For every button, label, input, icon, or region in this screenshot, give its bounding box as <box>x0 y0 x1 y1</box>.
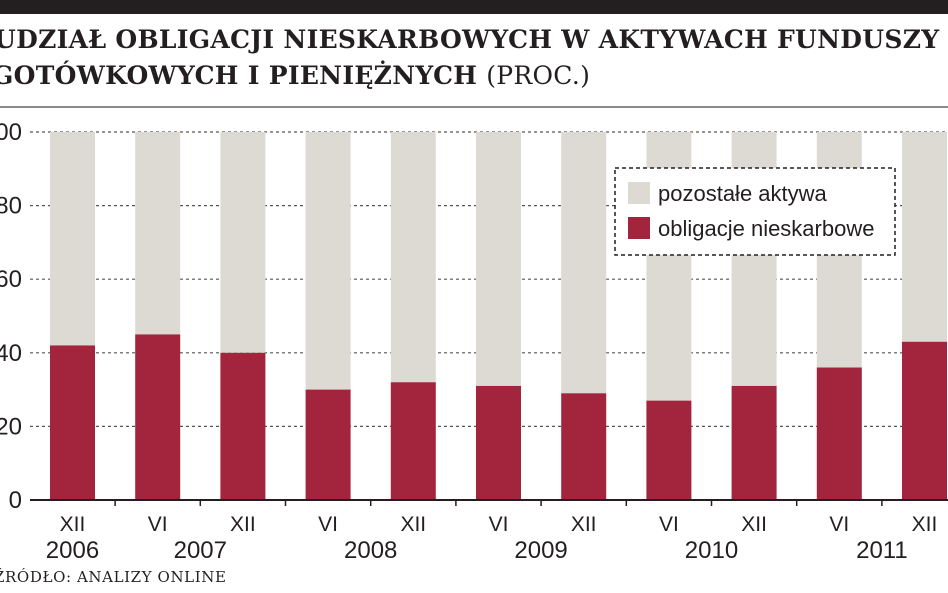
title-rule <box>0 106 948 108</box>
bar-obligacje-2 <box>220 352 266 500</box>
bar-obligacje-6 <box>561 393 607 500</box>
y-tick-label-40: 40 <box>0 340 22 367</box>
bar-obligacje-7 <box>646 400 692 500</box>
bar-obligacje-1 <box>135 334 181 500</box>
x-month-label-1: VI <box>148 513 168 536</box>
bar-obligacje-0 <box>50 345 95 500</box>
x-month-label-3: VI <box>318 513 338 536</box>
bar-obligacje-5 <box>476 385 521 500</box>
x-month-label-5: VI <box>489 513 509 536</box>
x-year-label-2011: 2011 <box>856 537 908 564</box>
bar-pozostale-1 <box>135 132 181 335</box>
bars <box>50 132 947 500</box>
x-month-label-10: XII <box>912 513 938 536</box>
chart-title-line-2-text: GOTÓWKOWYCH I PIENIĘŻNYCH <box>0 61 478 90</box>
legend-label-0: pozostałe aktywa <box>658 181 828 206</box>
bar-obligacje-3 <box>305 389 351 500</box>
bar-pozostale-5 <box>476 132 521 386</box>
x-month-label-2: XII <box>230 513 256 536</box>
x-month-label-8: XII <box>741 513 767 536</box>
y-axis-labels: 0 20 40 60 80 100 <box>0 119 22 514</box>
source-note: ŹRÓDŁO: ANALIZY ONLINE <box>0 568 227 586</box>
y-tick-label-60: 60 <box>0 266 22 293</box>
bar-pozostale-3 <box>305 132 351 390</box>
x-month-label-6: XII <box>571 513 597 536</box>
x-year-label-2007: 2007 <box>174 537 227 564</box>
legend: pozostałe aktywa obligacje nieskarbowe <box>614 167 896 256</box>
chart-unit: (PROC.) <box>486 61 591 90</box>
legend-box <box>614 167 896 256</box>
bar-obligacje-9 <box>816 367 862 500</box>
legend-swatch-0 <box>628 182 650 204</box>
x-year-label-2009: 2009 <box>514 537 567 564</box>
x-month-label-0: XII <box>60 513 86 536</box>
x-axis <box>30 499 948 506</box>
x-month-label-9: VI <box>829 513 849 536</box>
chart-title-line-1: UDZIAŁ OBLIGACJI NIESKARBOWYCH W AKTYWAC… <box>0 25 940 54</box>
stacked-bar-chart: 0 20 40 60 80 100 XII VI XII VI XII VI XII VI XII VI XI… <box>0 119 948 564</box>
legend-swatch-1 <box>628 217 650 239</box>
bar-obligacje-8 <box>731 385 777 500</box>
x-year-label-2008: 2008 <box>344 537 397 564</box>
bar-pozostale-2 <box>220 132 266 353</box>
bar-pozostale-6 <box>561 132 607 394</box>
x-month-label-7: VI <box>659 513 679 536</box>
x-month-label-4: XII <box>400 513 426 536</box>
chart-title: UDZIAŁ OBLIGACJI NIESKARBOWYCH W AKTYWAC… <box>0 22 948 94</box>
y-tick-label-100: 100 <box>0 119 22 146</box>
y-tick-label-0: 0 <box>9 487 22 514</box>
bar-pozostale-10 <box>902 132 947 342</box>
x-year-label-2006: 2006 <box>46 537 99 564</box>
y-tick-label-20: 20 <box>0 413 22 440</box>
bar-pozostale-4 <box>390 132 436 383</box>
chart-title-line-2: GOTÓWKOWYCH I PIENIĘŻNYCH (PROC.) <box>0 58 948 94</box>
bar-pozostale-0 <box>50 132 95 346</box>
legend-label-1: obligacje nieskarbowe <box>658 216 874 241</box>
y-tick-label-80: 80 <box>0 193 22 220</box>
bar-obligacje-10 <box>902 341 947 500</box>
bar-obligacje-4 <box>390 382 436 500</box>
top-bar <box>0 0 948 14</box>
x-year-label-2010: 2010 <box>685 537 738 564</box>
